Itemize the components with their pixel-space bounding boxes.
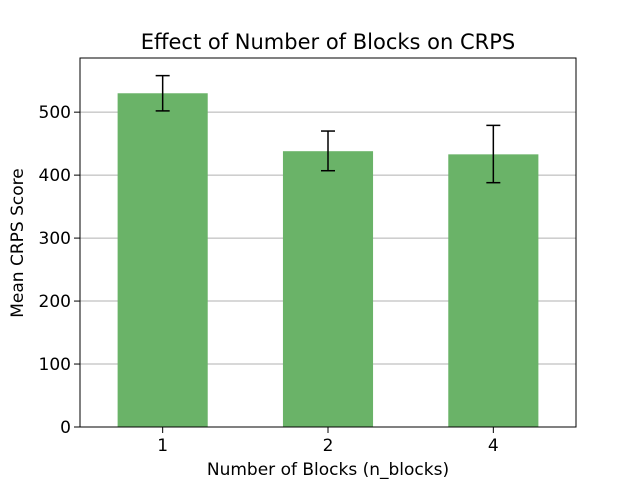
bar — [282, 151, 374, 428]
x-axis-label: Number of Blocks (n_blocks) — [207, 460, 449, 480]
x-tick-label: 4 — [488, 436, 499, 456]
x-axis-ticks: 1 2 4 — [157, 427, 499, 456]
y-tick-label: 500 — [39, 103, 71, 123]
y-tick-label: 100 — [39, 355, 71, 375]
error-bars — [155, 74, 501, 184]
x-tick-label: 2 — [323, 436, 334, 456]
bars — [117, 93, 539, 428]
x-tick-label: 1 — [157, 436, 168, 456]
y-tick-label: 200 — [39, 292, 71, 312]
bar — [117, 93, 208, 427]
y-tick-label: 0 — [60, 418, 71, 438]
y-axis-label: Mean CRPS Score — [8, 168, 28, 317]
y-tick-label: 400 — [39, 166, 71, 186]
bar — [448, 154, 539, 427]
y-axis-ticks: 0 100 200 300 400 500 — [39, 103, 80, 438]
y-tick-label: 300 — [39, 229, 71, 249]
chart-title: Effect of Number of Blocks on CRPS — [141, 30, 515, 54]
